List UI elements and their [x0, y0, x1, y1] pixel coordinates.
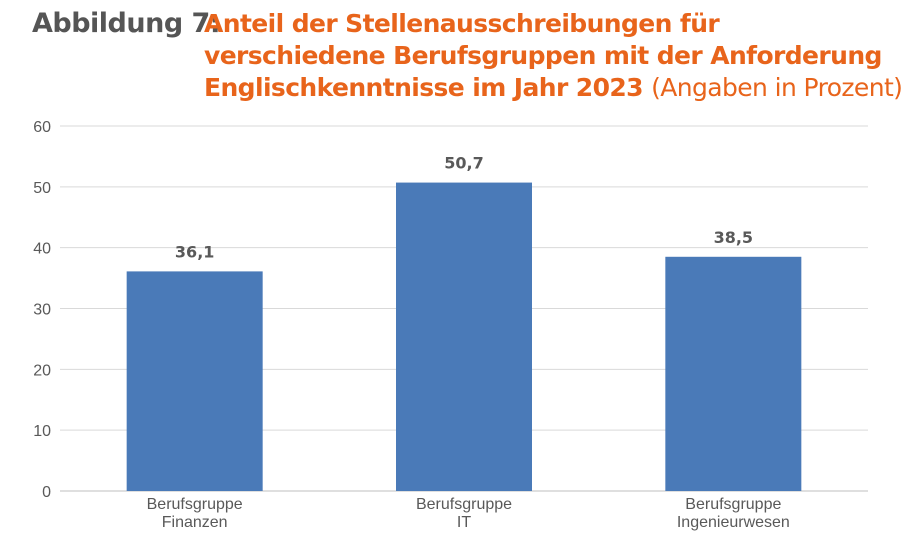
data-label: 36,1: [175, 242, 214, 261]
bar: [126, 271, 263, 491]
chart-title: Anteil der Stellenausschreibungen für ve…: [204, 9, 882, 102]
x-tick-label: Berufsgruppe: [416, 496, 512, 513]
x-tick-label: Berufsgruppe: [685, 496, 781, 513]
y-tick-label: 10: [33, 423, 51, 440]
x-tick-label: Ingenieurwesen: [677, 514, 790, 531]
y-tick-label: 40: [33, 241, 51, 258]
figure-label: Abbildung 7:: [32, 8, 221, 39]
data-label: 50,7: [444, 154, 483, 173]
bar: [665, 256, 802, 491]
x-tick-label: Finanzen: [162, 514, 228, 531]
y-tick-label: 60: [33, 119, 51, 136]
chart-title-block: Anteil der Stellenausschreibungen für ve…: [204, 8, 904, 104]
y-tick-label: 20: [33, 362, 51, 379]
y-tick-label: 50: [33, 180, 51, 197]
unit-note: (Angaben in Prozent): [651, 73, 903, 102]
y-tick-label: 30: [33, 302, 51, 319]
x-tick-label: IT: [457, 514, 471, 531]
y-tick-label: 0: [42, 484, 51, 501]
data-label: 38,5: [714, 228, 753, 247]
bar: [396, 182, 532, 491]
x-tick-label: Berufsgruppe: [147, 496, 243, 513]
